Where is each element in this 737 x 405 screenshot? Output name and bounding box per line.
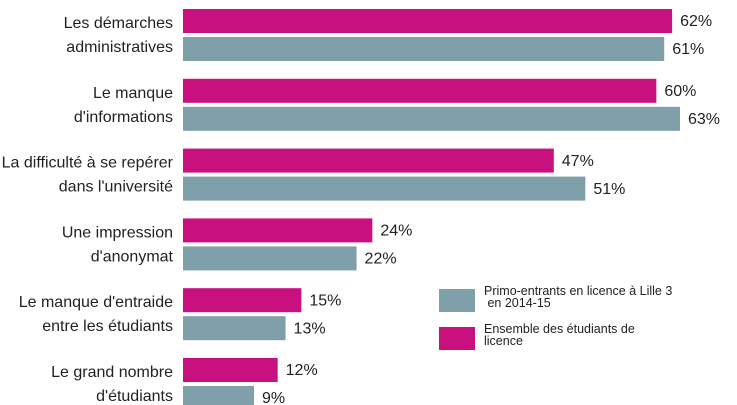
bar [183,218,373,243]
bar [183,78,657,103]
category-label: Le grand nombre d'étudiants [51,364,173,405]
value-label: 62% [680,13,712,30]
bar [183,288,302,313]
bar [183,246,357,271]
value-label: 60% [664,83,696,100]
legend-label: Ensemble des étudiants de licence [484,322,635,348]
bar [183,386,254,405]
value-label: 51% [593,181,625,198]
legend-label: Primo-entrants en licence à Lille 3 en 2… [484,284,672,310]
bar [183,9,673,33]
category-label: Le manque d'informations [74,85,173,126]
bar [183,358,278,382]
category-label: La difficulté à se repérer dans l'univers… [2,155,174,196]
value-label: 13% [294,320,326,337]
bar [183,148,554,173]
category-label: Une impression d'anonymat [62,225,174,266]
bar [183,176,586,201]
value-label: 9% [262,390,285,405]
category-label: Les démarches administratives [64,15,173,56]
legend-swatch [439,289,475,312]
value-label: 61% [672,41,704,58]
value-label: 22% [365,251,397,268]
value-label: 24% [380,223,412,240]
bar [183,106,680,131]
value-label: 63% [688,111,720,128]
value-label: 15% [309,292,341,309]
bar [183,37,665,61]
value-label: 12% [286,362,318,379]
bar [183,316,286,341]
value-label: 47% [562,153,594,170]
category-label: Le manque d'entraide entre les étudiants [19,294,173,335]
legend-swatch [439,327,475,350]
